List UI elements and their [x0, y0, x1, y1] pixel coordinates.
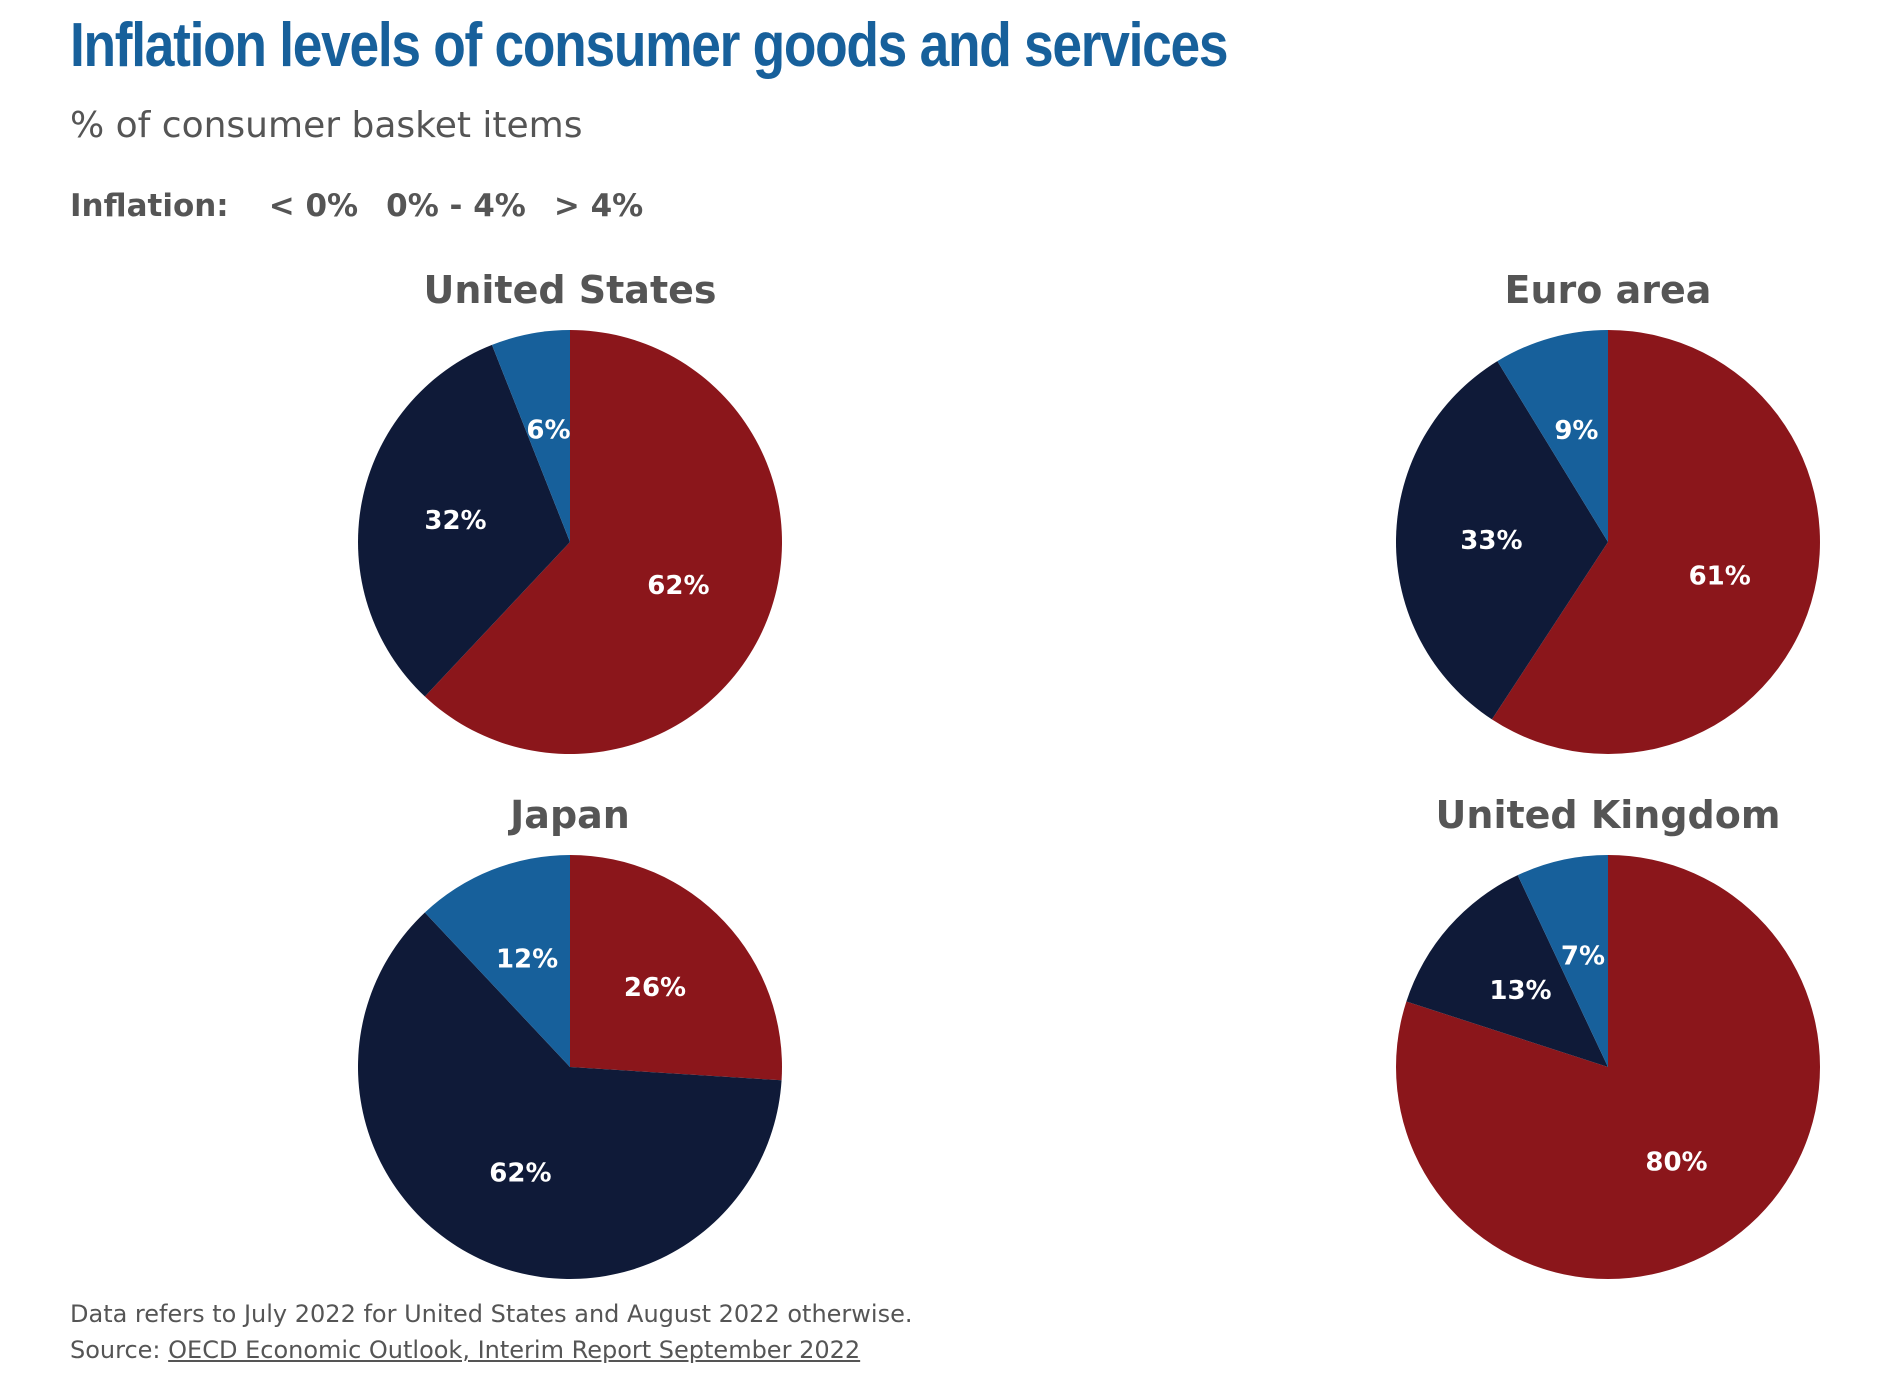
- legend-item-label: 0% - 4%: [386, 188, 526, 224]
- pie-slice[interactable]: [491, 330, 570, 542]
- pie-slice[interactable]: [357, 912, 782, 1280]
- pie-slice-label: 80%: [1645, 1147, 1707, 1177]
- chart-title: Inflation levels of consumer goods and s…: [70, 11, 1228, 80]
- pie-svg: 26% 62% 12%: [357, 855, 782, 1280]
- footnote-note: Data refers to July 2022 for United Stat…: [70, 1300, 913, 1328]
- source-prefix: Source:: [70, 1336, 169, 1364]
- pie-slice-label: 13%: [1489, 976, 1551, 1006]
- pie-svg: 61% 33% 9%: [1395, 330, 1820, 754]
- pie-slice-label: 26%: [624, 973, 686, 1003]
- footnote: Data refers to July 2022 for United Stat…: [70, 1296, 912, 1368]
- pie-slice-label: 9%: [1554, 416, 1598, 446]
- pie-title: Japan: [510, 793, 630, 837]
- pie-title: United Kingdom: [1435, 793, 1781, 837]
- legend-item-above-four[interactable]: > 4%: [554, 188, 643, 224]
- pie-chart-united-kingdom: United Kingdom 80% 13% 7%: [1378, 793, 1838, 1293]
- legend-item-label: > 4%: [553, 188, 644, 224]
- pie-slice-label: 7%: [1561, 941, 1605, 971]
- pie-slice[interactable]: [1395, 361, 1608, 720]
- legend-item-label: < 0%: [268, 188, 359, 224]
- footnote-source: Source: OECD Economic Outlook, Interim R…: [70, 1332, 912, 1368]
- legend-item-below-zero[interactable]: < 0%: [269, 188, 358, 224]
- pie-slice-label: 61%: [1689, 561, 1751, 591]
- pie-svg: 62% 32% 6%: [358, 330, 783, 754]
- pie-slice[interactable]: [424, 330, 783, 754]
- pie-slice-label: 12%: [496, 945, 558, 975]
- pie-slice[interactable]: [1491, 330, 1820, 754]
- pie-slice[interactable]: [358, 344, 570, 697]
- pie-slice-label: 62%: [489, 1159, 551, 1189]
- pie-chart-united-states: United States 62% 32% 6%: [340, 268, 800, 768]
- legend: Inflation: < 0% 0% - 4% > 4%: [70, 184, 671, 228]
- pie-slice[interactable]: [570, 855, 782, 1081]
- pie-chart-japan: Japan 26% 62% 12%: [340, 793, 800, 1293]
- pie-title: United States: [423, 268, 717, 312]
- pie-slice-label: 62%: [647, 571, 709, 601]
- pie-slice[interactable]: [1406, 875, 1608, 1067]
- pie-slice[interactable]: [424, 855, 570, 1067]
- pie-slice-label: 33%: [1460, 526, 1522, 556]
- pie-svg: 80% 13% 7%: [1396, 855, 1821, 1279]
- legend-item-zero-to-four[interactable]: 0% - 4%: [386, 188, 526, 224]
- pie-slice[interactable]: [1497, 330, 1608, 542]
- pie-slice-label: 32%: [424, 506, 486, 536]
- chart-subtitle: % of consumer basket items: [70, 105, 583, 146]
- pie-chart-euro-area: Euro area 61% 33% 9%: [1378, 268, 1838, 768]
- pie-slice[interactable]: [1517, 855, 1608, 1067]
- source-link[interactable]: OECD Economic Outlook, Interim Report Se…: [168, 1336, 861, 1364]
- pie-slice[interactable]: [1396, 855, 1821, 1279]
- legend-label: Inflation:: [70, 188, 229, 224]
- pie-slice-label: 6%: [526, 416, 570, 446]
- pie-title: Euro area: [1504, 268, 1712, 312]
